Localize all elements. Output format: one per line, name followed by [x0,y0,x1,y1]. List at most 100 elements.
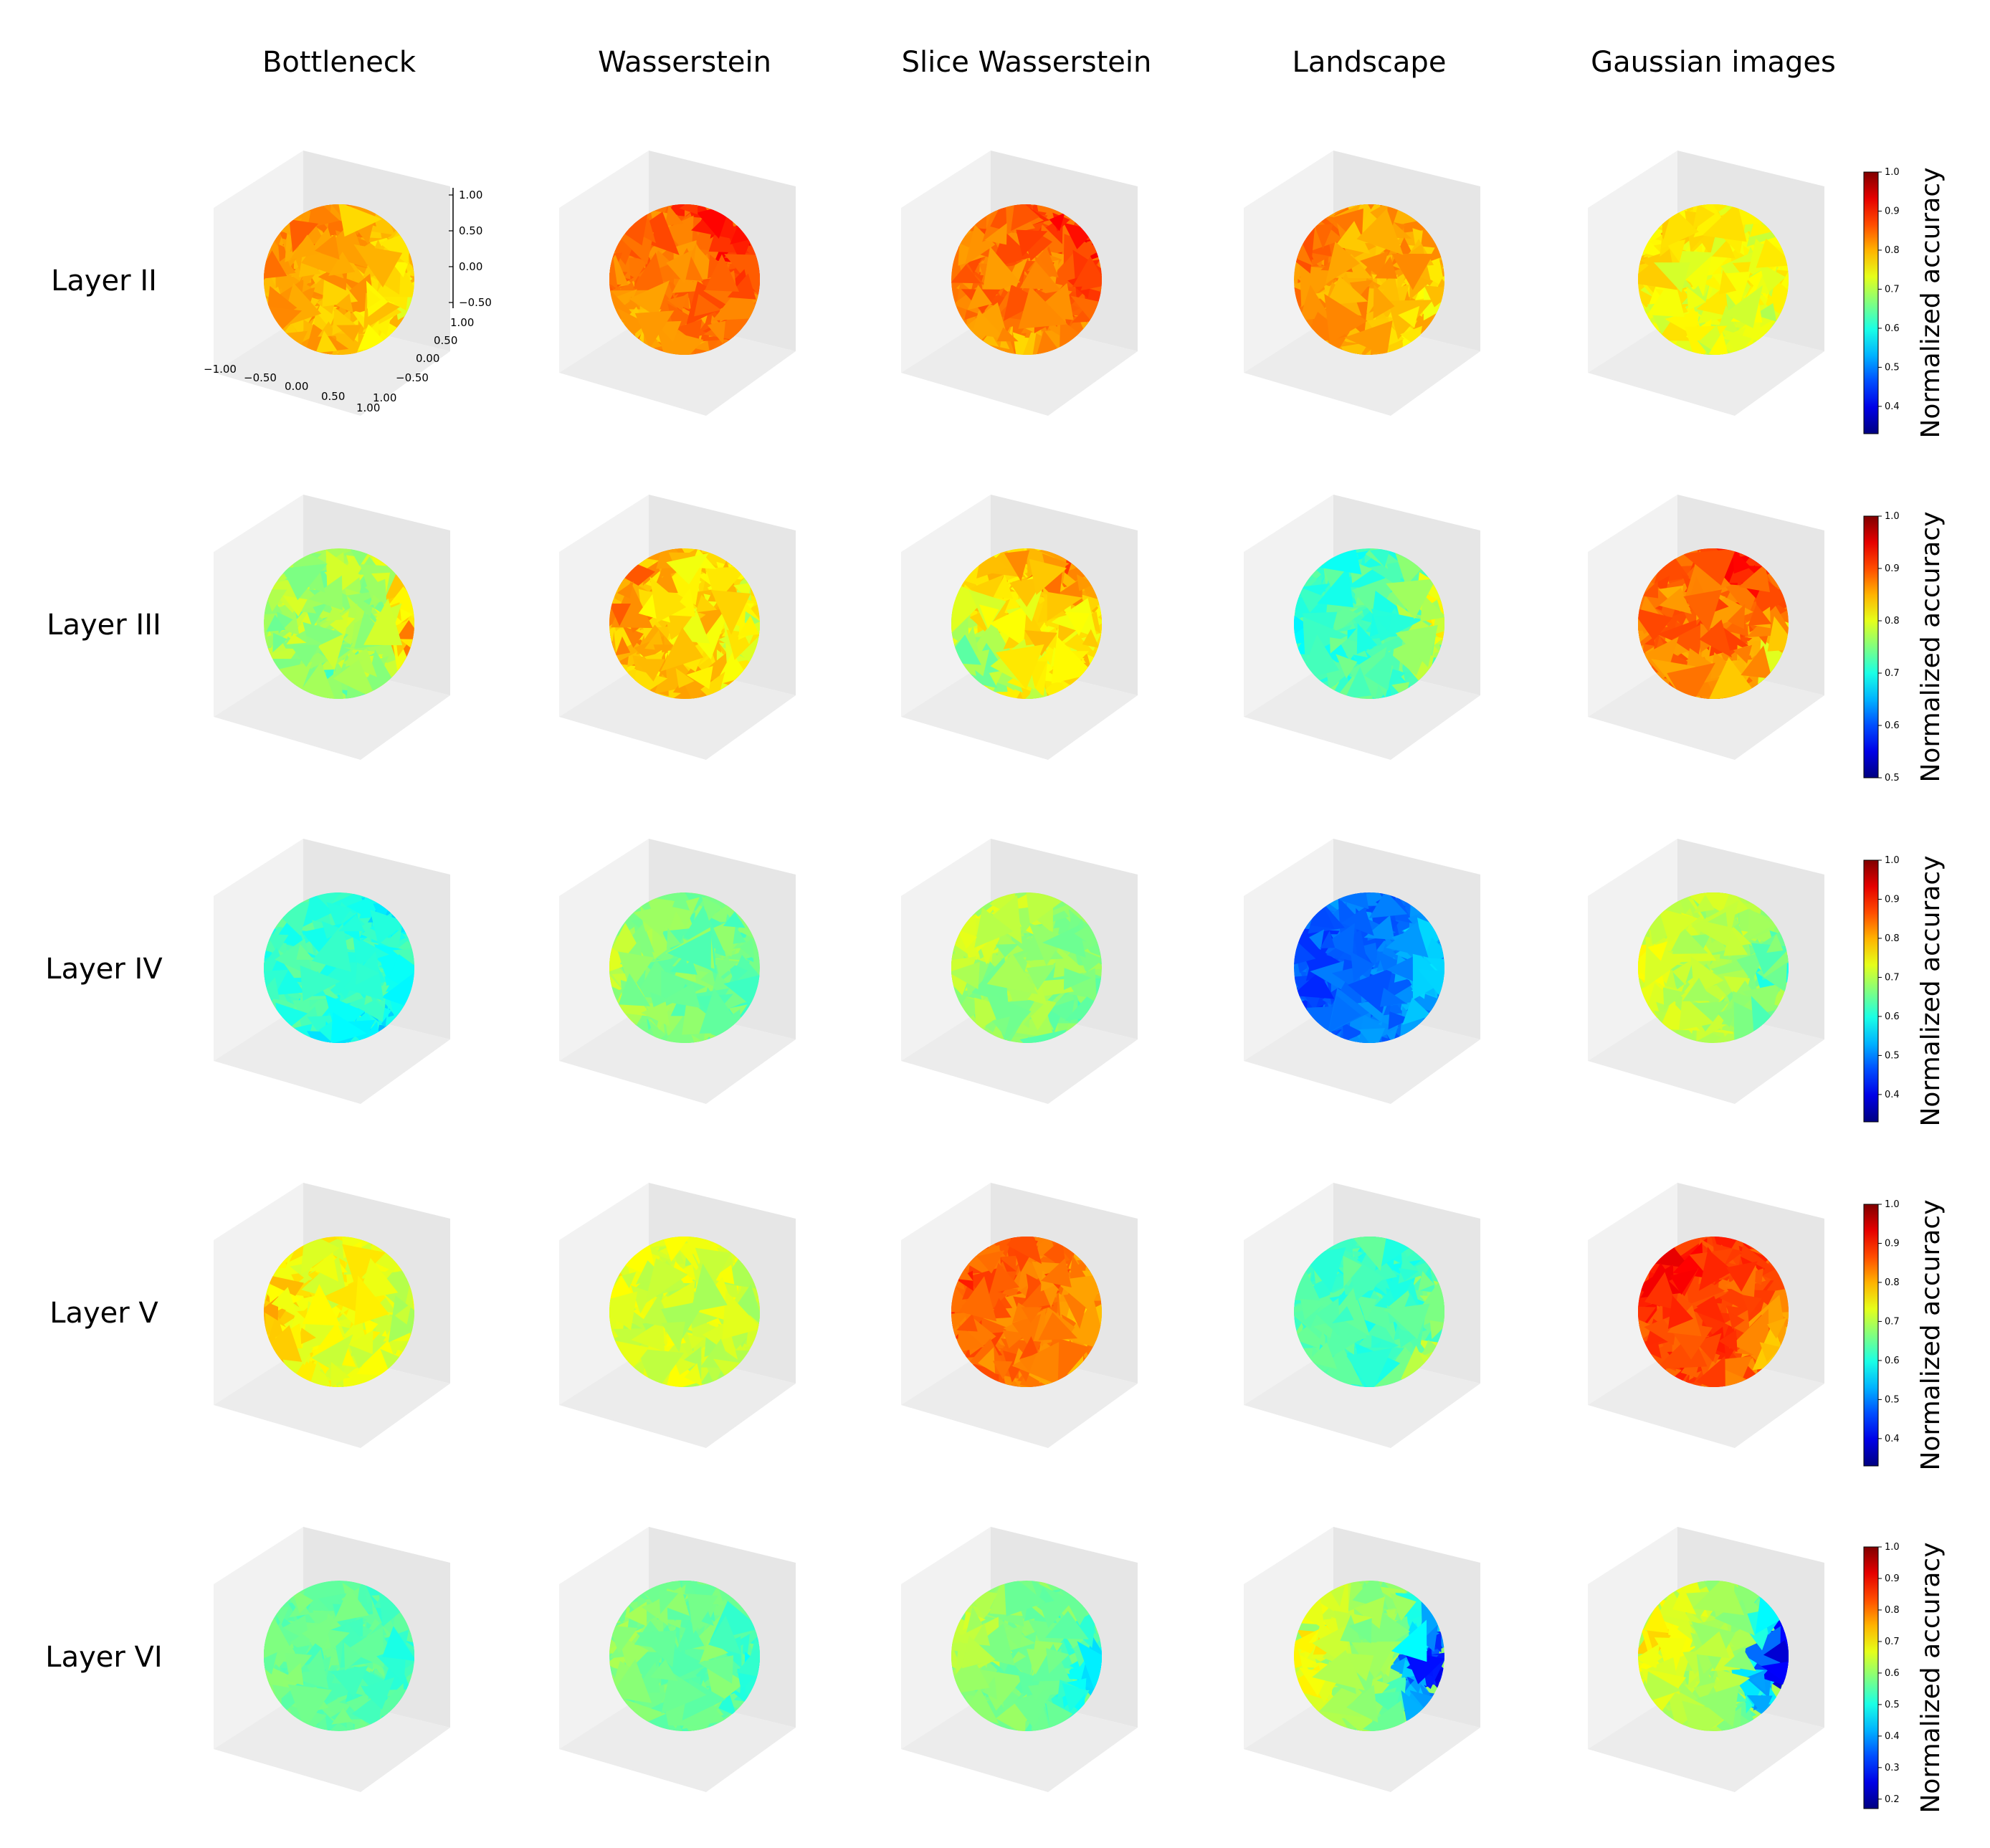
surface-facet [1308,1342,1338,1369]
surface-facet [1356,623,1378,654]
surface-facet [1667,1295,1693,1329]
surface-facet [1398,1267,1419,1281]
surface-facet [321,920,344,939]
surface-facet [699,988,745,1034]
surface-facet [1019,1353,1037,1373]
column-title: Landscape [1292,46,1447,79]
surface-facet [1682,978,1712,1001]
surface-facet [330,1665,368,1698]
surface-facet [305,204,349,224]
surface-facet [332,308,356,335]
surface-facet [1377,951,1404,976]
sphere-surface [951,204,1102,355]
surface-facet [978,1347,996,1373]
surface-facet [1742,983,1779,1020]
sphere-panel [214,151,450,416]
surface-facet [730,225,748,244]
surface-facet [287,1684,333,1730]
surface-facet [1654,262,1690,292]
surface-facet [995,644,1044,690]
surface-facet [707,320,726,344]
sphere-surface [951,548,1102,699]
surface-facet [971,310,1006,339]
surface-facet [1324,293,1368,343]
surface-facet [325,604,344,621]
surface-facet [700,1639,728,1663]
surface-facet [308,575,343,611]
surface-facet [1733,644,1753,664]
surface-facet [1641,581,1659,599]
surface-facet [1356,209,1404,255]
surface-facet [694,294,722,317]
surface-facet [684,1363,703,1386]
surface-facet [991,1016,1010,1036]
sphere-panel [901,1183,1138,1448]
surface-facet [348,1330,373,1355]
sphere-surface [264,1237,414,1387]
surface-facet [1738,563,1770,593]
surface-facet [990,1297,1011,1319]
surface-facet [308,1359,330,1387]
surface-facet [1049,212,1065,232]
surface-facet [1043,1239,1067,1270]
sphere-surface [1294,1237,1444,1387]
surface-facet [1424,285,1444,308]
surface-facet [346,591,376,617]
surface-facet [1294,1318,1333,1353]
surface-facet [712,282,760,321]
surface-facet [618,973,651,1006]
surface-facet [1693,895,1715,913]
surface-facet [283,1662,304,1686]
surface-facet [1325,242,1360,284]
surface-facet [1767,1318,1787,1339]
surface-facet [700,671,725,699]
surface-facet [1310,897,1335,929]
surface-facet [730,1682,748,1705]
surface-facet [335,333,368,355]
surface-facet [1344,320,1393,355]
surface-facet [1309,929,1325,951]
surface-facet [1679,994,1715,1031]
surface-facet [957,1323,984,1353]
surface-facet [1294,933,1316,967]
surface-facet [1688,933,1711,951]
surface-facet [1003,284,1043,321]
floor-pane [1588,1348,1824,1448]
surface-facet [951,914,977,961]
surface-facet [1647,941,1668,961]
surface-facet [631,1319,665,1352]
surface-facet [1702,204,1747,242]
surface-facet [1082,629,1100,649]
surface-facet [1336,654,1358,679]
surface-facet [353,935,389,965]
surface-facet [1342,1022,1364,1042]
sphere-surface [609,548,760,699]
surface-facet [1335,221,1371,254]
surface-facet [394,1302,411,1325]
sphere-panel [901,495,1138,760]
surface-facet [1373,284,1395,319]
surface-facet [629,280,670,318]
surface-facet [1051,1336,1090,1387]
surface-facet [667,930,712,971]
floor-pane [1244,659,1480,760]
surface-facet [624,1601,647,1626]
sphere-surface [609,1581,760,1731]
surface-facet [1658,908,1697,944]
surface-facet [1708,331,1729,355]
surface-facet [1719,1367,1751,1387]
surface-facet [1021,1307,1042,1323]
surface-facet [616,581,634,599]
surface-facet [267,933,289,953]
surface-facet [738,938,755,960]
sphere-surface [951,892,1102,1043]
surface-facet [328,251,356,276]
surface-facet [1300,1298,1327,1320]
surface-facet [986,953,1038,995]
surface-facet [1047,999,1075,1023]
surface-facet [346,1626,384,1668]
surface-facet [986,992,1032,1042]
surface-facet [1294,243,1313,266]
surface-facet [1332,1306,1354,1324]
row-title: Layer IV [45,953,163,986]
